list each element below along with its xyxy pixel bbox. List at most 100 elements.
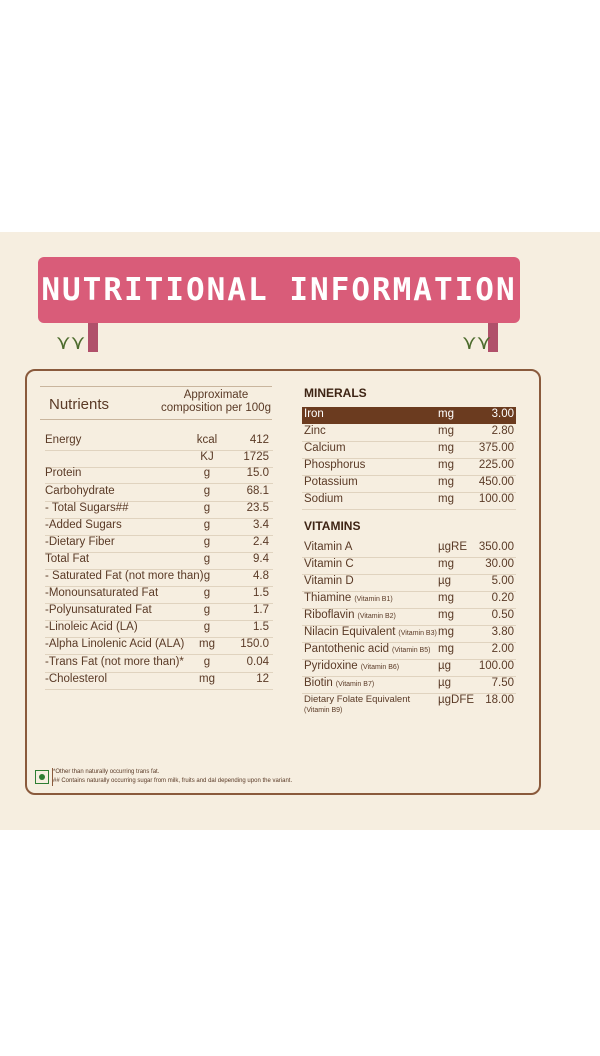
nutrient-value: 1.5	[253, 621, 269, 633]
nutrients-header: Nutrients	[49, 396, 110, 413]
nutrient-value: 1725	[243, 451, 269, 463]
nutrient-row: -Monounsaturated Fat g 1.5	[45, 586, 273, 604]
vitamin-value: 7.50	[491, 677, 514, 689]
vitamin-name: Biotin (Vitamin B7)	[304, 677, 374, 689]
title-banner: NUTRITIONAL INFORMATION	[38, 257, 520, 323]
vitamin-value: 5.00	[491, 575, 514, 587]
mineral-unit: mg	[438, 442, 454, 454]
composition-header: Approximate composition per 100g	[161, 389, 271, 414]
nutrient-unit: mg	[199, 638, 215, 650]
nutrient-unit: kcal	[196, 434, 218, 446]
vitamin-row: Pyridoxine (Vitamin B6) µg 100.00	[302, 659, 516, 677]
vitamin-value: 350.00	[478, 541, 514, 553]
nutrition-table-frame	[25, 369, 541, 795]
veg-mark-icon	[35, 770, 49, 784]
nutrient-value: 9.4	[253, 553, 269, 565]
nutrient-name: -Alpha Linolenic Acid (ALA)	[45, 638, 185, 650]
mineral-unit: mg	[438, 459, 454, 471]
nutrient-row: - Saturated Fat (not more than) g 4.8	[45, 569, 273, 587]
nutrient-row: Energy kcal 412	[45, 433, 273, 451]
nutrient-unit: mg	[199, 673, 215, 685]
vitamin-unit: mg	[438, 558, 454, 570]
nutrient-value: 3.4	[253, 519, 269, 531]
nutrient-unit: g	[203, 536, 211, 548]
vitamin-name-text: Nilacin Equivalent	[304, 626, 396, 638]
vitamin-name: Vitamin A	[304, 541, 352, 553]
nutrient-name: -Added Sugars	[45, 519, 122, 531]
vitamin-row: Vitamin C mg 30.00	[302, 557, 516, 575]
vitamin-value: 0.20	[491, 592, 514, 604]
nutrient-row: -Trans Fat (not more than)* g 0.04	[45, 655, 273, 673]
footnote-trans-fat: *Other than naturally occurring trans fa…	[53, 769, 160, 775]
nutrient-unit: g	[203, 502, 211, 514]
nutrient-name: Total Fat	[45, 553, 90, 565]
mineral-value: 375.00	[478, 442, 514, 454]
nutrient-row: -Cholesterol mg 12	[45, 672, 273, 690]
vitamin-subtitle: (Vitamin B5)	[392, 647, 431, 654]
vitamin-value: 18.00	[485, 694, 514, 706]
nutrient-row: -Alpha Linolenic Acid (ALA) mg 150.0	[45, 637, 273, 655]
mineral-row: Calcium mg 375.00	[302, 441, 516, 459]
vitamin-unit: mg	[438, 592, 454, 604]
nutrient-row: KJ 1725	[45, 450, 273, 468]
mineral-unit: mg	[438, 408, 454, 420]
vitamin-value: 2.00	[491, 643, 514, 655]
vitamin-subtitle: (Vitamin B9)	[304, 707, 343, 714]
mineral-name: Sodium	[304, 493, 343, 505]
nutrient-name: -Cholesterol	[45, 673, 107, 685]
nutrient-value: 1.5	[253, 587, 269, 599]
nutrient-value: 15.0	[246, 467, 269, 479]
nutrient-name: -Polyunsaturated Fat	[45, 604, 152, 616]
nutrient-row: Protein g 15.0	[45, 466, 273, 484]
nutrient-row: Carbohydrate g 68.1	[45, 484, 273, 502]
vitamin-name-text: Vitamin C	[304, 558, 354, 570]
mineral-unit: mg	[438, 493, 454, 505]
nutrient-value: 2.4	[253, 536, 269, 548]
vitamin-subtitle: (Vitamin B3)	[398, 630, 437, 637]
vitamin-row: Vitamin D µg 5.00	[302, 574, 516, 592]
vitamin-row: Pantothenic acid (Vitamin B5) mg 2.00	[302, 642, 516, 660]
vitamin-value: 30.00	[485, 558, 514, 570]
mineral-unit: mg	[438, 476, 454, 488]
mineral-row: Zinc mg 2.80	[302, 424, 516, 442]
minerals-title: MINERALS	[304, 386, 367, 400]
nutrient-row: -Polyunsaturated Fat g 1.7	[45, 603, 273, 621]
nutrient-unit: g	[203, 656, 211, 668]
vitamin-unit: µg	[438, 677, 452, 689]
vitamin-unit: mg	[438, 626, 454, 638]
nutrient-value: 0.04	[246, 656, 269, 668]
vitamin-name-text: Biotin	[304, 677, 333, 689]
sign-post-left	[88, 322, 98, 352]
vitamin-row: Riboflavin (Vitamin B2) mg 0.50	[302, 608, 516, 626]
vitamin-name-text: Vitamin D	[304, 575, 354, 587]
nutrient-value: 1.7	[253, 604, 269, 616]
nutrient-unit: g	[203, 587, 211, 599]
page-title: NUTRITIONAL INFORMATION	[41, 272, 517, 308]
nutrient-name: - Total Sugars##	[45, 502, 129, 514]
nutrient-row: -Linoleic Acid (LA) g 1.5	[45, 620, 273, 638]
vitamin-subtitle: (Vitamin B2)	[357, 613, 396, 620]
mineral-value: 450.00	[478, 476, 514, 488]
mineral-unit: mg	[438, 425, 454, 437]
vitamin-name: Thiamine (Vitamin B1)	[304, 592, 393, 604]
nutrient-name: Energy	[45, 434, 82, 446]
vitamin-subtitle: (Vitamin B7)	[335, 681, 375, 688]
vitamin-value: 100.00	[478, 660, 514, 672]
vitamins-title: VITAMINS	[304, 519, 361, 533]
nutrient-name: Carbohydrate	[45, 485, 115, 497]
footnote-divider	[52, 768, 53, 786]
nutrient-name: -Monounsaturated Fat	[45, 587, 159, 599]
nutrient-name: - Saturated Fat (not more than)	[45, 570, 204, 582]
header-rule-bottom	[40, 419, 272, 420]
vitamin-row: Nilacin Equivalent (Vitamin B3) mg 3.80	[302, 625, 516, 643]
vitamin-name: Vitamin D	[304, 575, 354, 587]
nutrient-unit: g	[203, 570, 211, 582]
nutrient-row: -Added Sugars g 3.4	[45, 518, 273, 536]
mineral-row: Iron mg 3.00	[302, 407, 516, 424]
nutrient-name: -Trans Fat (not more than)*	[45, 656, 184, 668]
nutrient-value: 12	[256, 673, 269, 685]
vitamin-row: Thiamine (Vitamin B1) mg 0.20	[302, 591, 516, 609]
vitamin-name-text: Vitamin A	[304, 541, 353, 553]
mineral-value: 225.00	[478, 459, 514, 471]
nutrient-unit: g	[203, 553, 211, 565]
